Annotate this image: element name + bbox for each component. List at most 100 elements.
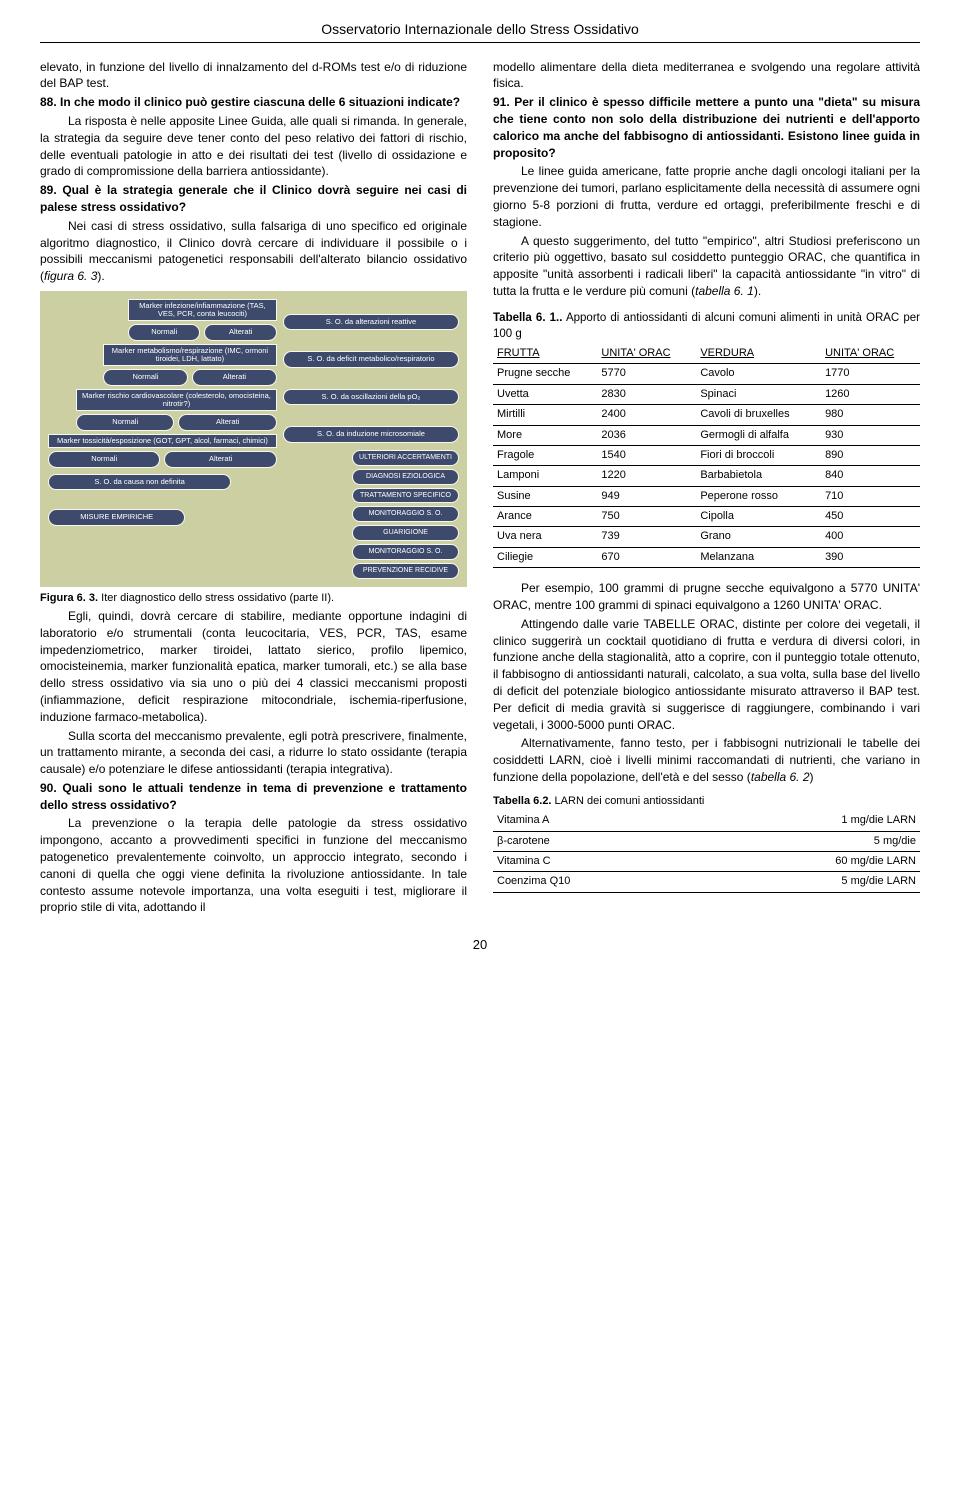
table-cell: 400 bbox=[821, 527, 920, 547]
table-header: VERDURA bbox=[696, 344, 821, 364]
table-row: Vitamina A1 mg/die LARN bbox=[493, 811, 920, 831]
table-row: Fragole1540Fiori di broccoli890 bbox=[493, 445, 920, 465]
table-cell: 5770 bbox=[597, 364, 696, 384]
table-row: Prugne secche5770Cavolo1770 bbox=[493, 364, 920, 384]
table-cell: Peperone rosso bbox=[696, 486, 821, 506]
table-row: Coenzima Q105 mg/die LARN bbox=[493, 872, 920, 892]
right-column: modello alimentare della dieta mediterra… bbox=[493, 59, 920, 919]
paragraph: Sulla scorta del meccanismo prevalente, … bbox=[40, 728, 467, 778]
table-cell: Cipolla bbox=[696, 507, 821, 527]
question-text: Per il clinico è spesso difficile metter… bbox=[493, 95, 920, 159]
table-row: Lamponi1220Barbabietola840 bbox=[493, 466, 920, 486]
table-header: UNITA' ORAC bbox=[597, 344, 696, 364]
question-text: Quali sono le attuali tendenze in tema d… bbox=[40, 781, 467, 812]
caption-label: Tabella 6. 1.. bbox=[493, 312, 562, 324]
figure-reference: figura 6. 3 bbox=[44, 269, 97, 283]
table-cell: Grano bbox=[696, 527, 821, 547]
table-cell: 1540 bbox=[597, 445, 696, 465]
paragraph: La prevenzione o la terapia delle patolo… bbox=[40, 815, 467, 916]
table-row: Ciliegie670Melanzana390 bbox=[493, 547, 920, 567]
table-caption: Tabella 6. 1.. Apporto di antiossidanti … bbox=[493, 310, 920, 342]
flow-outcome-pill: S. O. da oscillazioni della pO₂ bbox=[283, 389, 459, 406]
table-cell: Ciliegie bbox=[493, 547, 597, 567]
question-88: 88. In che modo il clinico può gestire c… bbox=[40, 94, 467, 111]
table-cell: Germogli di alfalfa bbox=[696, 425, 821, 445]
question-number: 89. bbox=[40, 183, 57, 197]
table-cell: 980 bbox=[821, 405, 920, 425]
table-cell: Spinaci bbox=[696, 384, 821, 404]
table-cell: β-carotene bbox=[493, 831, 697, 851]
table-cell: 2830 bbox=[597, 384, 696, 404]
text-run: Alternativamente, fanno testo, per i fab… bbox=[493, 736, 920, 784]
question-number: 88. bbox=[40, 95, 57, 109]
caption-label: Figura 6. 3. bbox=[40, 592, 98, 604]
question-89: 89. Qual è la strategia generale che il … bbox=[40, 182, 467, 216]
table-cell: More bbox=[493, 425, 597, 445]
flow-marker-box: Marker rischio cardiovascolare (colester… bbox=[76, 389, 277, 412]
table-cell: Arance bbox=[493, 507, 597, 527]
flow-normali-pill: Normali bbox=[128, 324, 200, 341]
table-reference: tabella 6. 2 bbox=[751, 770, 810, 784]
table-cell: Lamponi bbox=[493, 466, 597, 486]
table-cell: Uva nera bbox=[493, 527, 597, 547]
table-cell: Melanzana bbox=[696, 547, 821, 567]
table-cell: 1260 bbox=[821, 384, 920, 404]
table-cell: 1770 bbox=[821, 364, 920, 384]
table-header: FRUTTA bbox=[493, 344, 597, 364]
text-run: ). bbox=[754, 284, 761, 298]
flow-step-pill: TRATTAMENTO SPECIFICO bbox=[352, 488, 459, 504]
flow-alterati-pill: Alterati bbox=[192, 369, 277, 386]
question-number: 90. bbox=[40, 781, 57, 795]
table-row: Uva nera739Grano400 bbox=[493, 527, 920, 547]
left-column: elevato, in funzione del livello di inna… bbox=[40, 59, 467, 919]
orac-table: FRUTTAUNITA' ORACVERDURAUNITA' ORAC Prug… bbox=[493, 344, 920, 568]
table-cell: 2036 bbox=[597, 425, 696, 445]
table-cell: 750 bbox=[597, 507, 696, 527]
paragraph: Alternativamente, fanno testo, per i fab… bbox=[493, 735, 920, 785]
question-number: 91. bbox=[493, 95, 510, 109]
flow-outcome-pill: S. O. da alterazioni reattive bbox=[283, 314, 459, 331]
flow-outcome-pill: S. O. da induzione microsomiale bbox=[283, 426, 459, 443]
flow-step-pill: ULTERIORI ACCERTAMENTI bbox=[352, 450, 459, 466]
table-cell: 1220 bbox=[597, 466, 696, 486]
page-number: 20 bbox=[40, 936, 920, 954]
table-cell: Vitamina C bbox=[493, 851, 697, 871]
flow-alterati-pill: Alterati bbox=[178, 414, 276, 431]
table-cell: 739 bbox=[597, 527, 696, 547]
question-90: 90. Quali sono le attuali tendenze in te… bbox=[40, 780, 467, 814]
table-row: Mirtilli2400Cavoli di bruxelles980 bbox=[493, 405, 920, 425]
table-row: β-carotene5 mg/die bbox=[493, 831, 920, 851]
flow-step-pill: DIAGNOSI EZIOLOGICA bbox=[352, 469, 459, 485]
flow-outcome-pill: S. O. da deficit metabolico/respiratorio bbox=[283, 351, 459, 368]
table-reference: tabella 6. 1 bbox=[695, 284, 754, 298]
flow-nondef-pill: S. O. da causa non definita bbox=[48, 474, 231, 491]
table-cell: Fiori di broccoli bbox=[696, 445, 821, 465]
table-cell: Fragole bbox=[493, 445, 597, 465]
question-text: In che modo il clinico può gestire ciasc… bbox=[57, 95, 460, 109]
table-cell: Mirtilli bbox=[493, 405, 597, 425]
caption-text: Iter diagnostico dello stress ossidativo… bbox=[98, 592, 334, 604]
table-cell: 890 bbox=[821, 445, 920, 465]
paragraph: Attingendo dalle varie TABELLE ORAC, dis… bbox=[493, 616, 920, 734]
flow-alterati-pill: Alterati bbox=[204, 324, 276, 341]
flow-step-pill: PREVENZIONE RECIDIVE bbox=[352, 563, 459, 579]
question-91: 91. Per il clinico è spesso difficile me… bbox=[493, 94, 920, 161]
paragraph: Egli, quindi, dovrà cercare di stabilire… bbox=[40, 608, 467, 726]
paragraph: A questo suggerimento, del tutto "empiri… bbox=[493, 233, 920, 300]
flow-normali-pill: Normali bbox=[48, 451, 160, 468]
table-cell: 949 bbox=[597, 486, 696, 506]
table-caption: Tabella 6.2. LARN dei comuni antiossidan… bbox=[493, 794, 920, 809]
table-cell: 930 bbox=[821, 425, 920, 445]
two-column-layout: elevato, in funzione del livello di inna… bbox=[40, 59, 920, 919]
table-cell: 710 bbox=[821, 486, 920, 506]
flowchart-figure: Marker infezione/infiammazione (TAS, VES… bbox=[40, 291, 467, 587]
flow-step-pill: MONITORAGGIO S. O. bbox=[352, 506, 459, 522]
table-cell: 450 bbox=[821, 507, 920, 527]
flow-normali-pill: Normali bbox=[76, 414, 174, 431]
paragraph: Nei casi di stress ossidativo, sulla fal… bbox=[40, 218, 467, 285]
table-row: Susine949Peperone rosso710 bbox=[493, 486, 920, 506]
table-cell: 840 bbox=[821, 466, 920, 486]
flow-normali-pill: Normali bbox=[103, 369, 188, 386]
table-cell: 670 bbox=[597, 547, 696, 567]
table-cell: Cavolo bbox=[696, 364, 821, 384]
